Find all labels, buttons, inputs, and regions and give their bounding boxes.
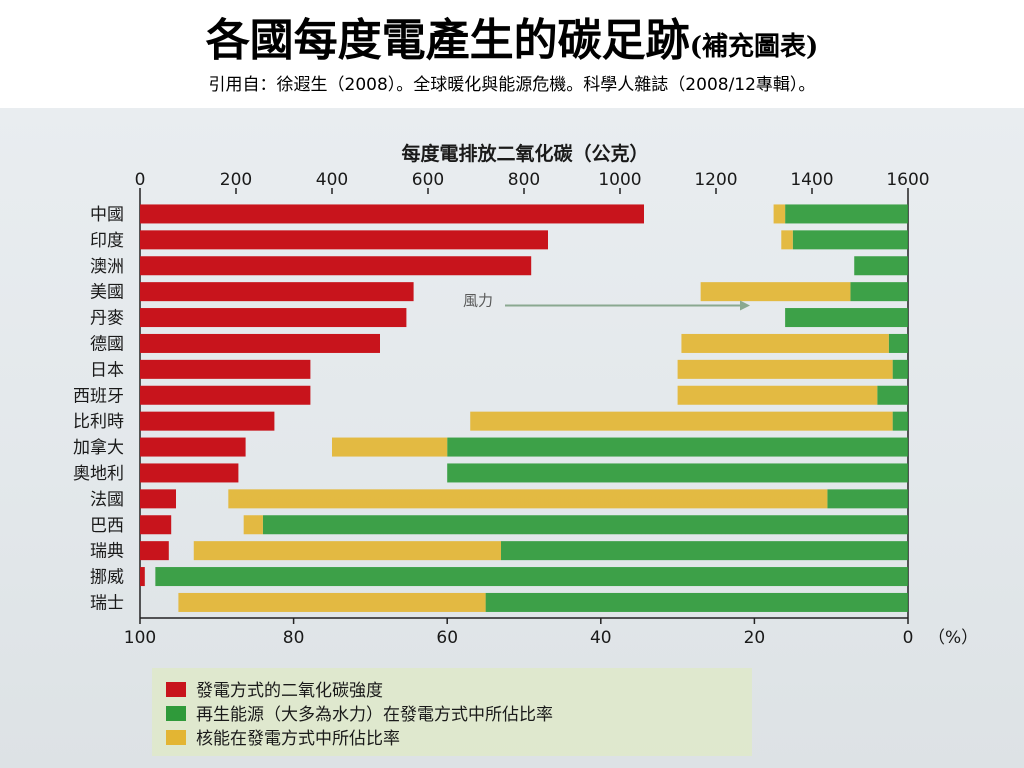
co2-bar <box>140 256 532 276</box>
title-suffix: (補充圖表) <box>689 32 819 62</box>
renewable-bar <box>827 489 908 509</box>
renewable-bar <box>850 282 908 302</box>
top-axis-tick-label: 1200 <box>694 170 737 190</box>
co2-bar <box>140 411 275 431</box>
co2-bar <box>140 230 548 250</box>
co2-bar <box>140 437 246 457</box>
top-axis-tick-label: 0 <box>135 170 146 190</box>
bottom-axis-tick-label: 60 <box>436 628 458 648</box>
renewable-bar <box>262 515 908 535</box>
renewable-bar <box>500 541 908 561</box>
legend-swatch <box>166 730 186 745</box>
category-label: 比利時 <box>73 412 124 432</box>
nuclear-bar <box>470 411 893 431</box>
chart-title: 每度電排放二氧化碳（公克） <box>401 142 648 165</box>
category-label: 法國 <box>90 490 124 510</box>
citation-text: 引用自：徐遐生（2008）。全球暖化與能源危機。科學人雜誌（2008/12專輯）… <box>208 75 816 95</box>
nuclear-bar <box>781 230 793 250</box>
nuclear-bar <box>193 541 501 561</box>
top-axis-tick-label: 600 <box>412 170 444 190</box>
co2-bar <box>140 567 145 587</box>
slide-header: 各國每度電產生的碳足跡(補充圖表) 引用自：徐遐生（2008）。全球暖化與能源危… <box>0 0 1024 108</box>
renewable-bar <box>854 256 908 276</box>
nuclear-bar <box>700 282 851 302</box>
renewable-bar <box>785 204 908 224</box>
category-label: 德國 <box>90 334 124 354</box>
top-axis-tick-label: 1000 <box>598 170 641 190</box>
category-label: 西班牙 <box>73 386 124 406</box>
category-label: 中國 <box>90 205 124 225</box>
wind-arrow-head <box>740 300 750 311</box>
category-label: 瑞典 <box>90 542 124 562</box>
renewable-bar <box>485 592 908 612</box>
co2-bar <box>140 359 311 379</box>
co2-bar <box>140 308 407 328</box>
renewable-bar <box>447 463 908 483</box>
nuclear-bar <box>681 333 889 353</box>
top-axis-tick-label: 800 <box>508 170 540 190</box>
bottom-axis-tick-label: 80 <box>283 628 305 648</box>
legend-swatch <box>166 682 186 697</box>
renewable-bar <box>892 411 908 431</box>
renewable-bar <box>155 567 909 587</box>
category-label: 日本 <box>90 360 124 380</box>
top-axis-tick-label: 1600 <box>886 170 929 190</box>
co2-bar <box>140 385 311 405</box>
renewable-bar <box>785 308 908 328</box>
co2-bar <box>140 204 644 224</box>
title-main: 各國每度電產生的碳足跡 <box>205 15 690 66</box>
top-axis-tick-label: 1400 <box>790 170 833 190</box>
nuclear-bar <box>677 359 893 379</box>
wind-annotation-label: 風力 <box>463 292 493 310</box>
legend: 發電方式的二氧化碳強度再生能源（大多為水力）在發電方式中所佔比率核能在發電方式中… <box>152 668 752 756</box>
chart: 每度電排放二氧化碳（公克） 0 200 400 600 800 1000 1200 1400 1… <box>73 142 978 756</box>
slide-title: 各國每度電產生的碳足跡(補充圖表) <box>0 4 1024 68</box>
legend-box <box>152 668 752 756</box>
renewable-bar <box>877 385 908 405</box>
top-axis-tick-label: 200 <box>220 170 252 190</box>
category-label: 印度 <box>90 231 124 251</box>
co2-bar <box>140 489 176 509</box>
legend-label: 核能在發電方式中所佔比率 <box>196 729 400 749</box>
bottom-axis-tick-label: 100 <box>124 628 156 648</box>
bottom-axis-tick-label: 40 <box>590 628 612 648</box>
bars <box>140 204 909 612</box>
nuclear-bar <box>228 489 828 509</box>
bottom-axis-tick-label: 20 <box>744 628 766 648</box>
category-label: 澳洲 <box>90 257 124 277</box>
annotations: 風力 <box>463 292 750 311</box>
nuclear-bar <box>677 385 878 405</box>
legend-swatch <box>166 706 186 721</box>
bottom-axis-unit: （%） <box>928 628 978 648</box>
category-label: 丹麥 <box>90 309 124 329</box>
legend-label: 再生能源（大多為水力）在發電方式中所佔比率 <box>196 705 553 725</box>
category-label: 瑞士 <box>90 593 124 613</box>
renewable-bar <box>888 333 908 353</box>
category-label: 美國 <box>90 283 124 303</box>
co2-bar <box>140 282 414 302</box>
category-label: 挪威 <box>90 568 124 588</box>
co2-bar <box>140 541 169 561</box>
category-label: 加拿大 <box>73 437 124 458</box>
category-label: 巴西 <box>90 516 124 536</box>
legend-label: 發電方式的二氧化碳強度 <box>196 681 383 701</box>
bottom-axis-tick-label: 0 <box>903 628 914 648</box>
co2-bar <box>140 333 380 353</box>
renewable-bar <box>792 230 908 250</box>
top-axis-tick-label: 400 <box>316 170 348 190</box>
renewable-bar <box>892 359 908 379</box>
nuclear-bar <box>178 592 486 612</box>
nuclear-bar <box>773 204 786 224</box>
renewable-bar <box>447 437 908 457</box>
nuclear-bar <box>243 515 263 535</box>
category-label: 奧地利 <box>73 464 124 484</box>
co2-bar <box>140 463 239 483</box>
co2-bar <box>140 515 172 535</box>
nuclear-bar <box>332 437 448 457</box>
